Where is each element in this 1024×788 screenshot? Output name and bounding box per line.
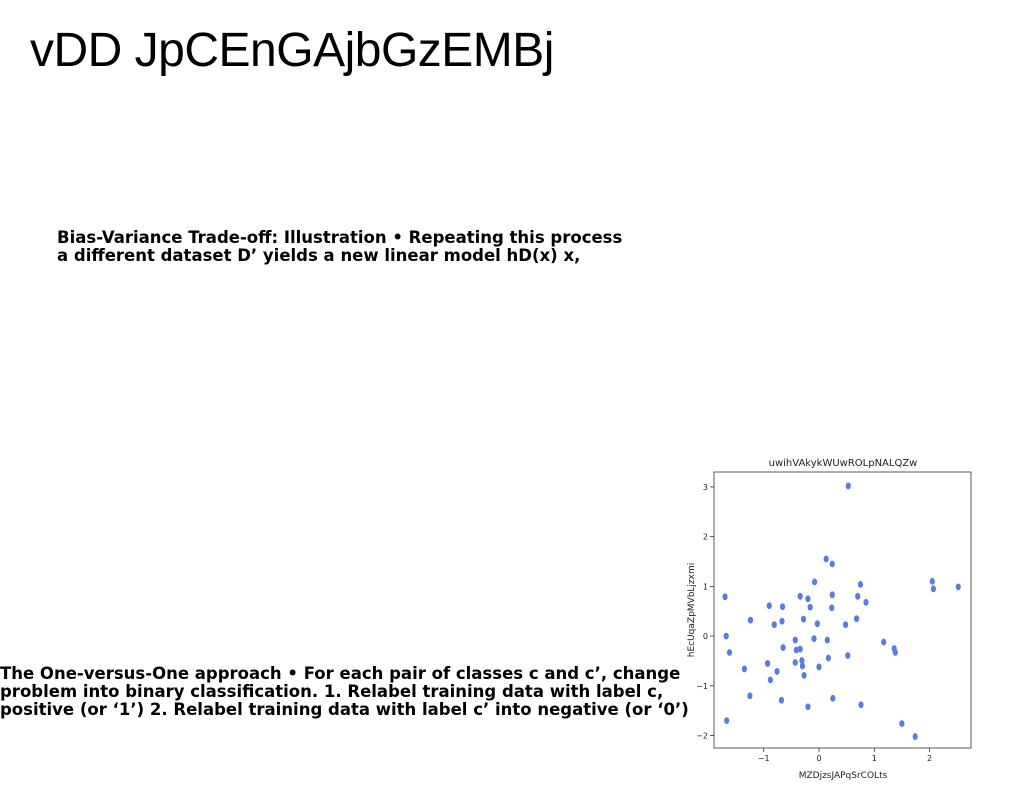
- y-axis: −2 −1 0 1 2 3: [696, 483, 714, 741]
- scatter-point: [774, 668, 780, 675]
- scatter-point: [930, 585, 937, 593]
- bias-variance-paragraph: Bias-Variance Trade-off: Illustration • …: [57, 229, 677, 265]
- scatter-point: [779, 617, 785, 625]
- scatter-point: [892, 649, 898, 656]
- x-tick-label: −1: [758, 754, 770, 763]
- scatter-point: [863, 598, 869, 606]
- y-tick-label: 0: [703, 632, 708, 641]
- y-tick-label: 1: [703, 582, 708, 591]
- scatter-point: [747, 616, 754, 624]
- scatter-point: [829, 560, 835, 568]
- scatter-point: [816, 663, 822, 671]
- scatter-point: [741, 665, 747, 673]
- scatter-point: [792, 636, 798, 644]
- scatter-point: [805, 703, 811, 711]
- scatter-point: [899, 720, 905, 728]
- scatter-point: [811, 578, 818, 586]
- scatter-point: [855, 592, 861, 600]
- paragraph-line: The One-versus-One approach • For each p…: [0, 664, 681, 683]
- scatter-point: [792, 659, 798, 666]
- y-tick-label: −2: [696, 732, 708, 741]
- slide-title: vDD JpCEnGAjbGzEMBj: [30, 24, 554, 77]
- data-points: [722, 482, 961, 740]
- scatter-point: [912, 733, 918, 740]
- paragraph-line: positive (or ‘1’) 2. Relabel training da…: [0, 700, 689, 719]
- scatter-point: [767, 676, 773, 684]
- plot-frame: [713, 471, 972, 749]
- scatter-point: [799, 662, 806, 670]
- scatter-point: [929, 578, 935, 585]
- x-axis-label: MZDjzsJAPqSrCOLts: [799, 771, 888, 781]
- scatter-point: [726, 649, 733, 656]
- one-versus-one-paragraph: The One-versus-One approach • For each p…: [0, 664, 689, 719]
- scatter-point: [845, 652, 851, 659]
- scatter-point: [800, 615, 807, 623]
- scatter-point: [857, 580, 864, 588]
- scatter-point: [801, 671, 807, 679]
- scatter-point: [824, 636, 830, 644]
- scatter-point: [853, 615, 860, 623]
- scatter-point: [858, 701, 864, 709]
- scatter-point: [778, 696, 785, 704]
- scatter-point: [779, 603, 786, 611]
- scatter-point: [811, 635, 817, 642]
- scatter-point: [797, 592, 803, 600]
- scatter-point: [805, 595, 811, 603]
- scatter-chart-svg: uwihVAkykWUwROLpNALQZw −1 0 1 2 −2 −1 0 1 2 3 MZ…: [687, 458, 972, 781]
- scatter-point: [722, 593, 728, 601]
- scatter-point: [830, 694, 836, 702]
- scatter-point: [724, 717, 730, 725]
- scatter-point: [780, 644, 786, 651]
- paragraph-line: Bias-Variance Trade-off: Illustration • …: [57, 228, 623, 247]
- scatter-point: [842, 621, 849, 629]
- scatter-point: [829, 604, 835, 612]
- scatter-point: [797, 645, 803, 653]
- scatter-point: [747, 692, 753, 700]
- scatter-point: [807, 603, 813, 611]
- y-tick-label: 2: [703, 533, 708, 542]
- x-axis: −1 0 1 2: [758, 748, 932, 763]
- scatter-point: [799, 657, 805, 664]
- chart-title: uwihVAkykWUwROLpNALQZw: [769, 458, 918, 469]
- x-tick-label: 1: [872, 754, 877, 763]
- scatter-point: [771, 621, 777, 629]
- scatter-point: [955, 583, 961, 591]
- y-axis-label: hEcUqaZpMVbLjzxmi: [687, 563, 697, 658]
- scatter-point: [723, 632, 729, 640]
- scatter-point: [814, 620, 820, 628]
- paragraph-line: a different dataset D’ yields a new line…: [57, 246, 581, 265]
- scatter-point: [823, 555, 829, 563]
- scatter-point: [765, 660, 771, 667]
- y-tick-label: 3: [703, 483, 708, 492]
- x-tick-label: 2: [927, 754, 932, 763]
- scatter-point: [845, 482, 851, 490]
- scatter-point: [766, 602, 772, 610]
- paragraph-line: problem into binary classification. 1. R…: [0, 682, 664, 701]
- scatter-point: [793, 646, 799, 654]
- scatter-point: [825, 654, 832, 662]
- x-tick-label: 0: [816, 754, 821, 763]
- scatter-point: [881, 638, 887, 646]
- scatter-point: [829, 591, 835, 599]
- scatter-chart: uwihVAkykWUwROLpNALQZw −1 0 1 2 −2 −1 0 1 2 3 MZ…: [684, 452, 984, 782]
- y-tick-label: −1: [696, 682, 708, 691]
